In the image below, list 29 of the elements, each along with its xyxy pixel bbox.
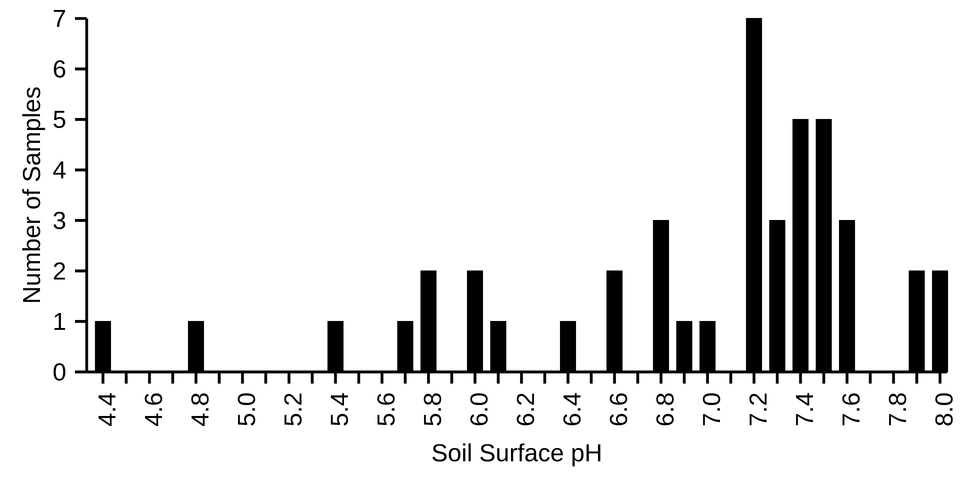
x-tick-label: 4.4 — [98, 393, 116, 426]
y-axis-title: Number of Samples — [22, 87, 46, 302]
x-tick-label: 8.0 — [935, 393, 953, 426]
y-tick-label: 3 — [54, 212, 66, 230]
y-tick-label: 6 — [54, 60, 66, 78]
x-tick-label: 7.8 — [888, 393, 906, 426]
x-tick-label: 6.6 — [610, 393, 628, 426]
x-tick-label: 6.0 — [470, 393, 488, 426]
x-tick-label: 5.2 — [284, 394, 302, 426]
y-tick-label: 1 — [54, 313, 66, 330]
x-tick-label: 7.2 — [749, 394, 767, 426]
x-tick-label: 5.6 — [377, 393, 395, 426]
x-tick-label: 5.0 — [238, 393, 256, 426]
x-tick-label: 5.4 — [330, 393, 348, 426]
y-tick-label: 4 — [53, 162, 66, 178]
x-tick-label: 7.4 — [796, 393, 813, 426]
x-tick-label: 4.6 — [144, 393, 162, 426]
x-tick-label: 5.8 — [424, 393, 442, 426]
x-tick-label: 6.4 — [563, 393, 581, 426]
x-tick-label: 7.6 — [842, 393, 860, 426]
y-tick-label: 7 — [54, 10, 66, 27]
y-tick-label: 5 — [54, 110, 66, 128]
x-tick-label: 6.8 — [656, 393, 674, 426]
x-tick-label: 7.0 — [702, 393, 720, 426]
y-tick-label: 0 — [54, 363, 66, 381]
x-tick-label: 4.8 — [191, 393, 209, 426]
x-axis-title: Soil Surface pH — [432, 443, 600, 466]
x-tick-label: 6.2 — [516, 394, 534, 426]
y-tick-label: 2 — [54, 262, 66, 280]
